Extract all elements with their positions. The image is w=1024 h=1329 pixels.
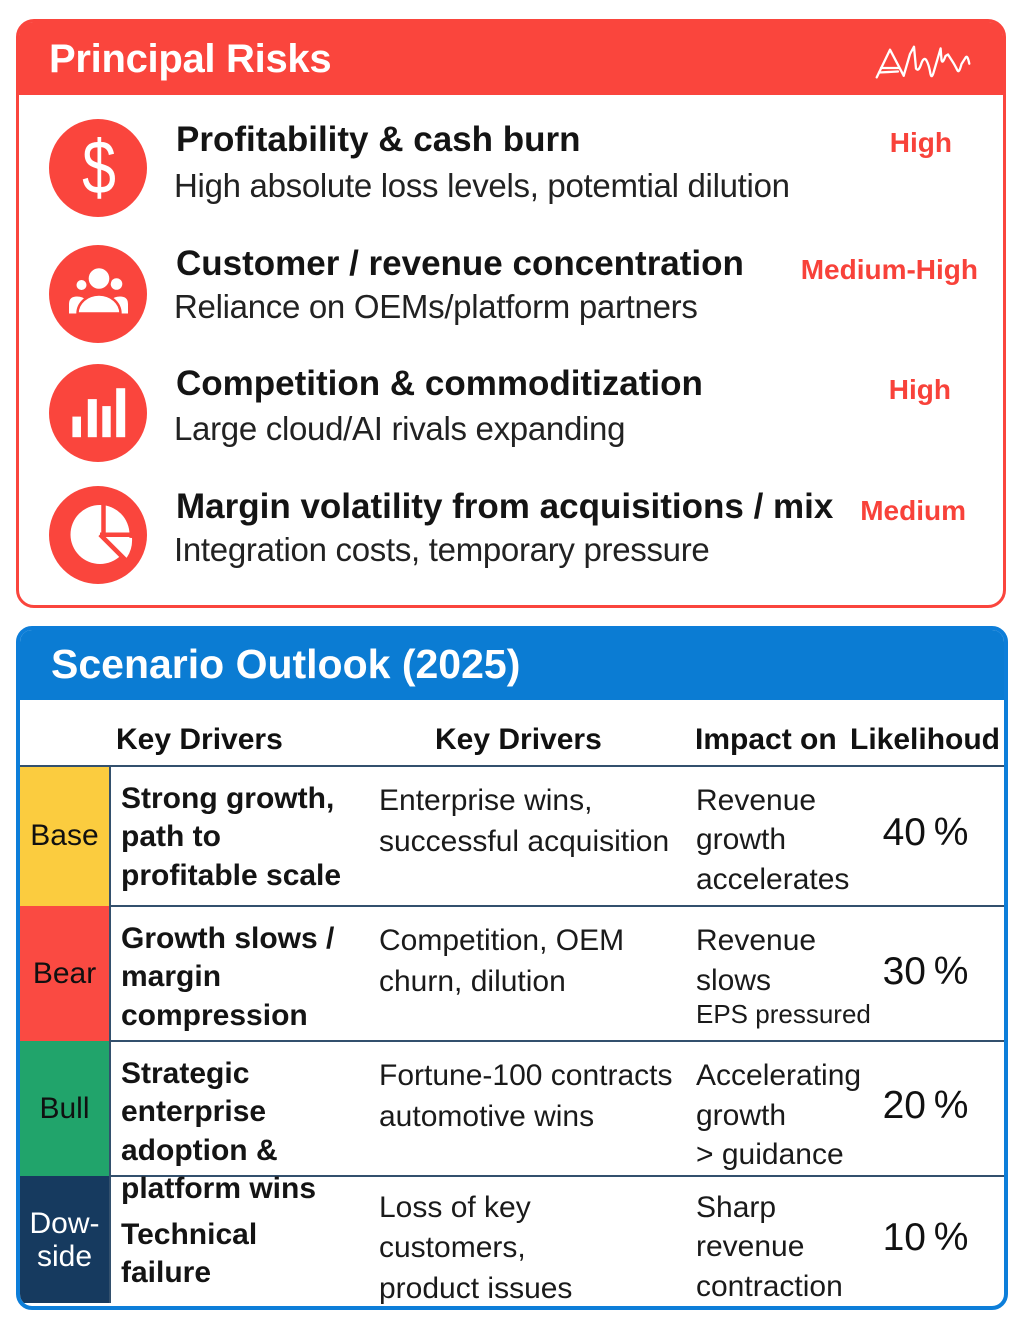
svg-text:$: $ xyxy=(82,125,116,210)
